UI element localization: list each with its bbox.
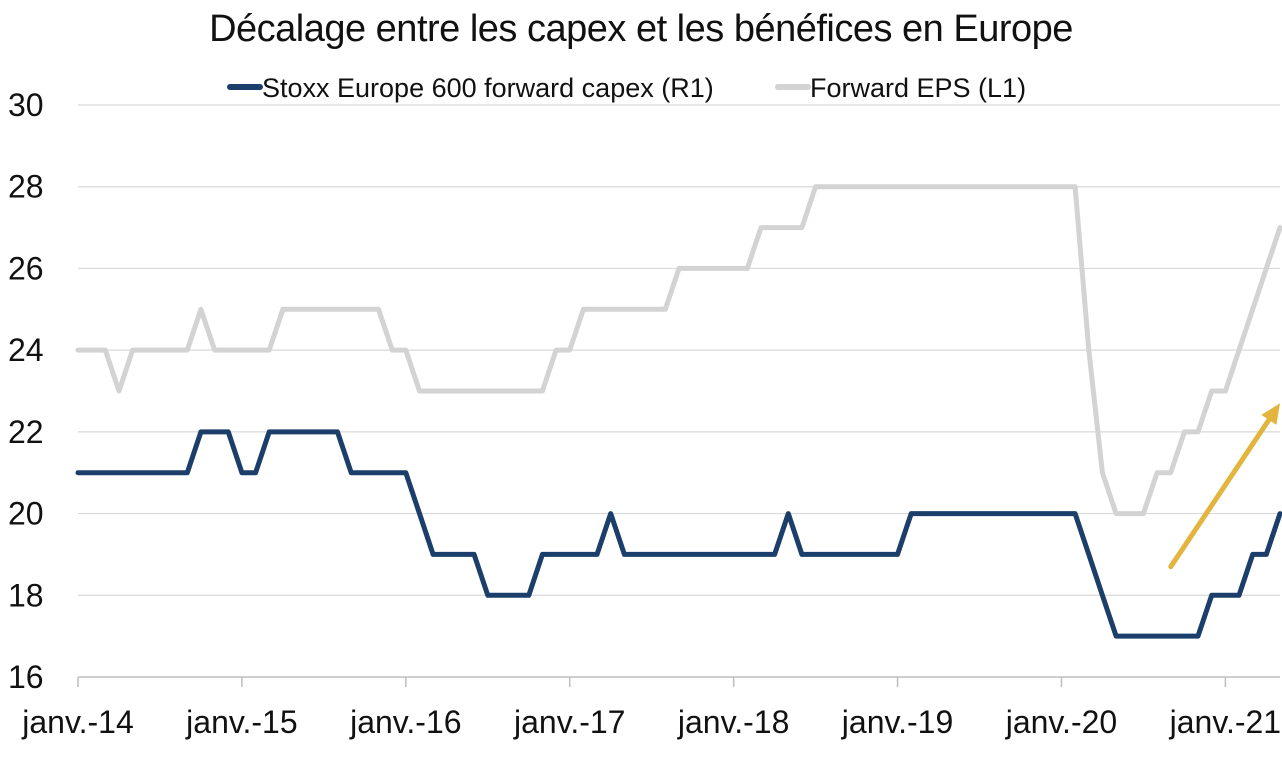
x-tick-label: janv.-18 <box>677 704 789 740</box>
annotations <box>1168 403 1280 570</box>
y-tick-label: 22 <box>8 414 44 450</box>
y-tick-label: 24 <box>8 332 44 368</box>
capex-series-line <box>75 429 1282 639</box>
annotation-arrow-head <box>1261 403 1280 425</box>
y-tick-label: 20 <box>8 496 44 532</box>
y-tick-label: 26 <box>8 250 44 286</box>
x-tick-label: janv.-15 <box>185 704 297 740</box>
x-tick-label: janv.-16 <box>349 704 461 740</box>
x-tick-label: janv.-21 <box>1169 704 1281 740</box>
y-axis-tick-labels: 16 18 20 22 24 26 28 30 <box>8 87 44 695</box>
y-tick-label: 18 <box>8 577 44 613</box>
annotation-arrow-shaft <box>1168 417 1272 570</box>
eps-series-line <box>75 184 1282 517</box>
y-tick-label: 30 <box>8 87 44 123</box>
legend-label: Forward EPS (L1) <box>810 73 1026 103</box>
x-tick-label: janv.-17 <box>513 704 625 740</box>
y-tick-label: 16 <box>8 659 44 695</box>
x-tick-label: janv.-14 <box>21 704 133 740</box>
series-lines <box>75 184 1282 639</box>
y-tick-label: 28 <box>8 169 44 205</box>
legend-label: Stoxx Europe 600 forward capex (R1) <box>262 73 714 103</box>
x-tick-label: janv.-19 <box>841 704 953 740</box>
x-axis: janv.-14 janv.-15 janv.-16 janv.-17 janv.-18… <box>21 676 1281 740</box>
chart-title: Décalage entre les capex et les bénéfice… <box>209 8 1073 50</box>
x-tick-label: janv.-20 <box>1005 704 1117 740</box>
legend: Stoxx Europe 600 forward capex (R1) Forwa… <box>227 73 1026 103</box>
